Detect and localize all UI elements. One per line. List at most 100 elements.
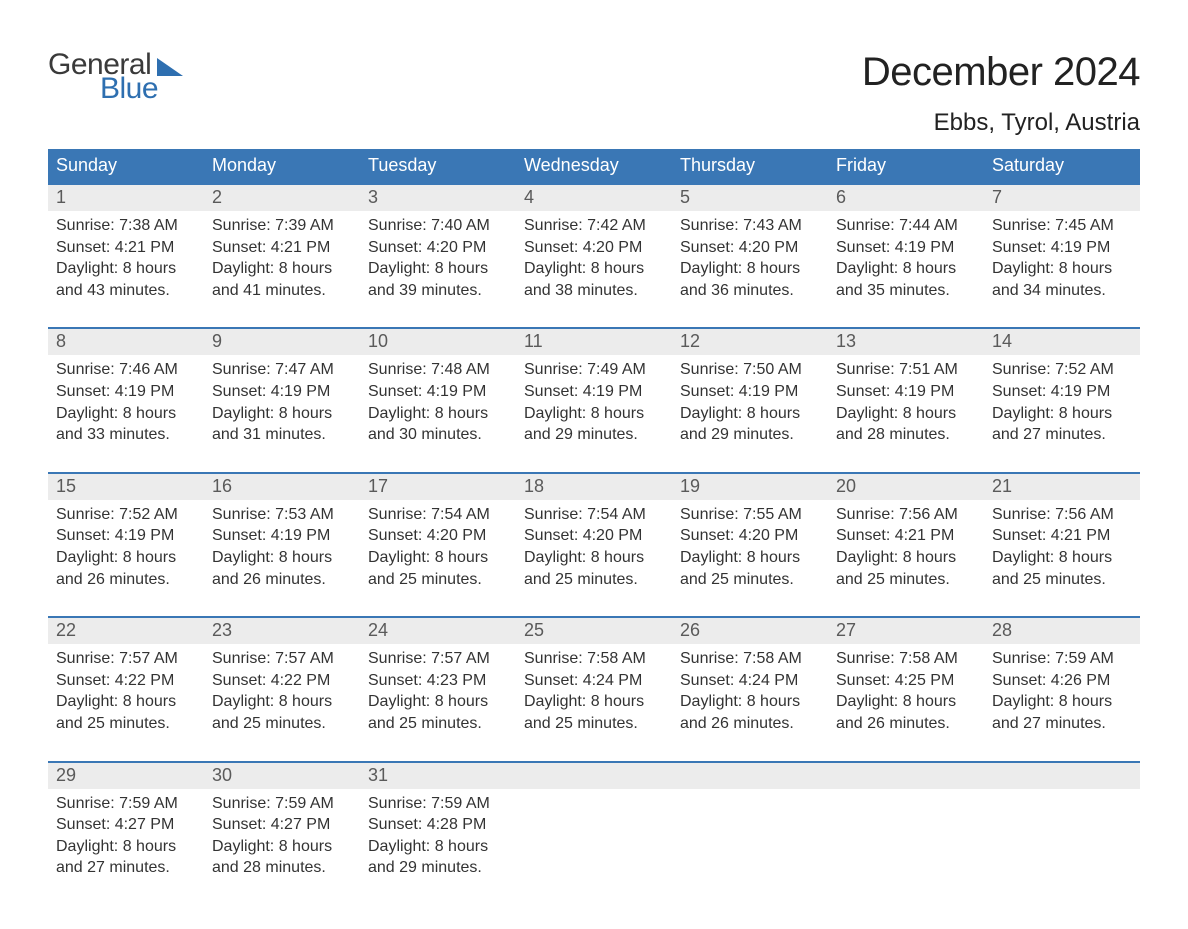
daylight-line2: and 39 minutes. bbox=[368, 280, 508, 302]
day-number: 26 bbox=[672, 618, 828, 644]
day-cell: Sunrise: 7:51 AMSunset: 4:19 PMDaylight:… bbox=[828, 355, 984, 445]
sunrise-line: Sunrise: 7:40 AM bbox=[368, 215, 508, 237]
day-cell: Sunrise: 7:57 AMSunset: 4:23 PMDaylight:… bbox=[360, 644, 516, 734]
day-cell: Sunrise: 7:47 AMSunset: 4:19 PMDaylight:… bbox=[204, 355, 360, 445]
day-cell: Sunrise: 7:59 AMSunset: 4:26 PMDaylight:… bbox=[984, 644, 1140, 734]
week-row: 293031Sunrise: 7:59 AMSunset: 4:27 PMDay… bbox=[48, 761, 1140, 879]
sunrise-line: Sunrise: 7:56 AM bbox=[836, 504, 976, 526]
sunset-line: Sunset: 4:20 PM bbox=[368, 525, 508, 547]
day-number bbox=[828, 763, 984, 789]
daylight-line1: Daylight: 8 hours bbox=[212, 403, 352, 425]
brand-logo: General Blue bbox=[48, 50, 183, 104]
daylight-line2: and 26 minutes. bbox=[212, 569, 352, 591]
day-number-row: 891011121314 bbox=[48, 329, 1140, 355]
daylight-line1: Daylight: 8 hours bbox=[836, 258, 976, 280]
daylight-line1: Daylight: 8 hours bbox=[524, 547, 664, 569]
day-number: 7 bbox=[984, 185, 1140, 211]
daylight-line1: Daylight: 8 hours bbox=[992, 258, 1132, 280]
daylight-line2: and 27 minutes. bbox=[992, 424, 1132, 446]
daylight-line1: Daylight: 8 hours bbox=[56, 403, 196, 425]
daylight-line2: and 36 minutes. bbox=[680, 280, 820, 302]
day-number: 31 bbox=[360, 763, 516, 789]
day-cell bbox=[672, 789, 828, 879]
day-cell: Sunrise: 7:43 AMSunset: 4:20 PMDaylight:… bbox=[672, 211, 828, 301]
daylight-line2: and 29 minutes. bbox=[680, 424, 820, 446]
daylight-line2: and 30 minutes. bbox=[368, 424, 508, 446]
sunrise-line: Sunrise: 7:49 AM bbox=[524, 359, 664, 381]
day-number: 1 bbox=[48, 185, 204, 211]
day-number: 9 bbox=[204, 329, 360, 355]
sunrise-line: Sunrise: 7:53 AM bbox=[212, 504, 352, 526]
day-cell: Sunrise: 7:44 AMSunset: 4:19 PMDaylight:… bbox=[828, 211, 984, 301]
daylight-line1: Daylight: 8 hours bbox=[524, 691, 664, 713]
sunset-line: Sunset: 4:19 PM bbox=[992, 237, 1132, 259]
daylight-line1: Daylight: 8 hours bbox=[212, 258, 352, 280]
daylight-line2: and 28 minutes. bbox=[212, 857, 352, 879]
sunrise-line: Sunrise: 7:58 AM bbox=[680, 648, 820, 670]
daylight-line1: Daylight: 8 hours bbox=[992, 547, 1132, 569]
daylight-line2: and 25 minutes. bbox=[680, 569, 820, 591]
sunrise-line: Sunrise: 7:43 AM bbox=[680, 215, 820, 237]
daylight-line1: Daylight: 8 hours bbox=[368, 691, 508, 713]
daylight-line1: Daylight: 8 hours bbox=[368, 836, 508, 858]
week-row: 1234567Sunrise: 7:38 AMSunset: 4:21 PMDa… bbox=[48, 183, 1140, 301]
sunset-line: Sunset: 4:25 PM bbox=[836, 670, 976, 692]
sunset-line: Sunset: 4:19 PM bbox=[56, 381, 196, 403]
day-cell: Sunrise: 7:57 AMSunset: 4:22 PMDaylight:… bbox=[204, 644, 360, 734]
day-number: 15 bbox=[48, 474, 204, 500]
daylight-line1: Daylight: 8 hours bbox=[680, 403, 820, 425]
day-cell: Sunrise: 7:57 AMSunset: 4:22 PMDaylight:… bbox=[48, 644, 204, 734]
sunset-line: Sunset: 4:20 PM bbox=[524, 237, 664, 259]
day-number: 25 bbox=[516, 618, 672, 644]
sunrise-line: Sunrise: 7:57 AM bbox=[212, 648, 352, 670]
sunset-line: Sunset: 4:24 PM bbox=[524, 670, 664, 692]
sunrise-line: Sunrise: 7:46 AM bbox=[56, 359, 196, 381]
sunrise-line: Sunrise: 7:39 AM bbox=[212, 215, 352, 237]
day-cell: Sunrise: 7:58 AMSunset: 4:25 PMDaylight:… bbox=[828, 644, 984, 734]
sunset-line: Sunset: 4:26 PM bbox=[992, 670, 1132, 692]
week-row: 22232425262728Sunrise: 7:57 AMSunset: 4:… bbox=[48, 616, 1140, 734]
day-number: 10 bbox=[360, 329, 516, 355]
sunset-line: Sunset: 4:28 PM bbox=[368, 814, 508, 836]
sunrise-line: Sunrise: 7:42 AM bbox=[524, 215, 664, 237]
day-number: 2 bbox=[204, 185, 360, 211]
daylight-line2: and 25 minutes. bbox=[524, 569, 664, 591]
daylight-line1: Daylight: 8 hours bbox=[680, 547, 820, 569]
sunset-line: Sunset: 4:20 PM bbox=[680, 525, 820, 547]
day-cell: Sunrise: 7:59 AMSunset: 4:28 PMDaylight:… bbox=[360, 789, 516, 879]
sunrise-line: Sunrise: 7:57 AM bbox=[368, 648, 508, 670]
daylight-line2: and 25 minutes. bbox=[992, 569, 1132, 591]
weekday-header: Saturday bbox=[984, 149, 1140, 183]
sunset-line: Sunset: 4:27 PM bbox=[212, 814, 352, 836]
day-number: 3 bbox=[360, 185, 516, 211]
day-cell: Sunrise: 7:56 AMSunset: 4:21 PMDaylight:… bbox=[984, 500, 1140, 590]
day-number: 20 bbox=[828, 474, 984, 500]
daylight-line1: Daylight: 8 hours bbox=[992, 691, 1132, 713]
sunset-line: Sunset: 4:24 PM bbox=[680, 670, 820, 692]
day-number: 6 bbox=[828, 185, 984, 211]
calendar: SundayMondayTuesdayWednesdayThursdayFrid… bbox=[48, 149, 1140, 879]
weekday-header: Tuesday bbox=[360, 149, 516, 183]
sunset-line: Sunset: 4:19 PM bbox=[368, 381, 508, 403]
header: General Blue December 2024 Ebbs, Tyrol, … bbox=[48, 50, 1140, 137]
day-number: 30 bbox=[204, 763, 360, 789]
sunrise-line: Sunrise: 7:59 AM bbox=[992, 648, 1132, 670]
daylight-line1: Daylight: 8 hours bbox=[836, 691, 976, 713]
daylight-line2: and 25 minutes. bbox=[368, 569, 508, 591]
daylight-line2: and 29 minutes. bbox=[524, 424, 664, 446]
brand-triangle-icon bbox=[157, 58, 183, 76]
day-cell: Sunrise: 7:46 AMSunset: 4:19 PMDaylight:… bbox=[48, 355, 204, 445]
sunset-line: Sunset: 4:19 PM bbox=[212, 525, 352, 547]
day-cell: Sunrise: 7:54 AMSunset: 4:20 PMDaylight:… bbox=[516, 500, 672, 590]
sunset-line: Sunset: 4:20 PM bbox=[524, 525, 664, 547]
sunset-line: Sunset: 4:19 PM bbox=[836, 381, 976, 403]
daylight-line2: and 31 minutes. bbox=[212, 424, 352, 446]
sunrise-line: Sunrise: 7:38 AM bbox=[56, 215, 196, 237]
day-number-row: 293031 bbox=[48, 763, 1140, 789]
day-number: 28 bbox=[984, 618, 1140, 644]
day-cell: Sunrise: 7:39 AMSunset: 4:21 PMDaylight:… bbox=[204, 211, 360, 301]
sunset-line: Sunset: 4:19 PM bbox=[680, 381, 820, 403]
daylight-line2: and 27 minutes. bbox=[56, 857, 196, 879]
sunrise-line: Sunrise: 7:58 AM bbox=[836, 648, 976, 670]
sunrise-line: Sunrise: 7:54 AM bbox=[524, 504, 664, 526]
